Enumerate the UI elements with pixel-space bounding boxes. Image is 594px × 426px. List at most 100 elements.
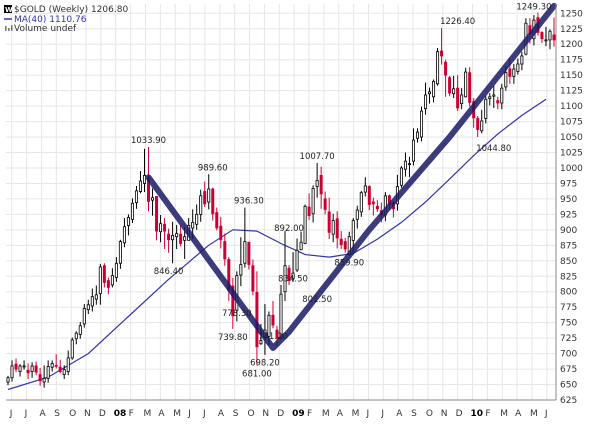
candle [460,88,464,110]
candle [456,75,460,112]
candle [327,197,331,240]
candle-body [464,71,468,98]
candle-body [424,94,428,109]
price-annotation: 1226.40 [440,17,475,27]
candle-body [179,233,183,244]
candle [323,191,327,215]
candle-body [114,262,118,278]
x-month-label: M [352,409,360,419]
candle [331,213,335,243]
candle-body [54,364,58,367]
y-tick-label: 800 [560,288,577,298]
candle [34,361,38,376]
candle-body [407,163,411,166]
candle-body [130,202,134,220]
candle-body [86,304,90,311]
candle-body [375,205,379,210]
candle-body [460,94,464,105]
candle [464,67,468,98]
ma40-line [7,98,547,391]
candle-body [46,366,50,379]
candle [468,67,472,107]
candle [215,207,219,231]
x-month-label: N [262,409,269,419]
y-tick-label: 1000 [560,164,583,174]
candle-body [251,265,255,292]
candle [18,364,22,377]
candle [251,259,255,296]
x-month-label: O [248,409,255,419]
candle-body [62,369,66,376]
candle [311,185,315,223]
candle-body [207,188,211,203]
candle-body [295,249,299,271]
candle-body [203,191,207,205]
candle [163,218,167,250]
candle [138,171,142,194]
candle [94,285,98,305]
candle [371,197,375,216]
candle-body [415,131,420,139]
y-tick-label: 1075 [560,118,583,128]
candle [22,360,26,370]
candle [428,87,432,104]
candle [243,207,247,268]
candle-body [138,180,142,192]
x-month-label: A [158,409,165,419]
candle [78,322,82,339]
candle [38,367,42,386]
candle-body [183,236,187,241]
x-month-label: M [322,409,330,419]
candle-body [231,285,235,317]
legend-logo-letter: W [5,6,13,14]
y-tick-label: 1025 [560,149,583,159]
y-tick-label: 1200 [560,40,583,50]
candle [199,189,203,222]
price-annotation: 936.30 [234,196,264,206]
candle [411,128,415,166]
y-tick-label: 975 [560,179,577,189]
candle [484,96,488,124]
candle-body [142,174,147,184]
candle [219,216,223,249]
candle [303,204,307,245]
candle-body [14,363,18,370]
price-annotation: 778.30 [222,309,252,319]
candle-body [327,211,331,233]
candle [102,263,106,288]
price-annotation: 741.20 [258,332,288,342]
candle-body [134,190,138,204]
candle [86,299,90,314]
candle-body [167,233,171,241]
candle-body [516,63,520,72]
candle [520,51,524,71]
candle [183,226,187,259]
candle [207,174,211,210]
candle-body [476,118,480,131]
candle [399,166,403,188]
candle [247,241,251,270]
candle-body [74,332,78,340]
legend-title: $GOLD (Weekly) 1206.80 [14,5,128,15]
axis-layer: 625 650 675 700 725 750 775 800 825 850 875 900 925 9… [6,4,583,419]
y-tick-label: 625 [560,396,577,406]
candle-body [211,188,215,215]
x-year-label: 08 [114,409,127,419]
candle-body [291,272,295,280]
x-month-label: M [173,409,181,419]
candle-body [355,209,359,220]
ma-layer [7,98,547,391]
candle [167,228,171,253]
y-tick-label: 875 [560,241,577,251]
candle [516,58,520,75]
candle-body [496,100,500,104]
candle-body [492,94,496,97]
x-month-label: A [337,409,344,419]
x-month-label: J [544,409,548,419]
candle [74,331,78,345]
candle-body [22,365,26,368]
price-annotation: 681.00 [242,369,272,379]
candle-body [50,363,54,368]
price-annotation: 1033.90 [131,136,166,146]
candle [432,79,436,103]
